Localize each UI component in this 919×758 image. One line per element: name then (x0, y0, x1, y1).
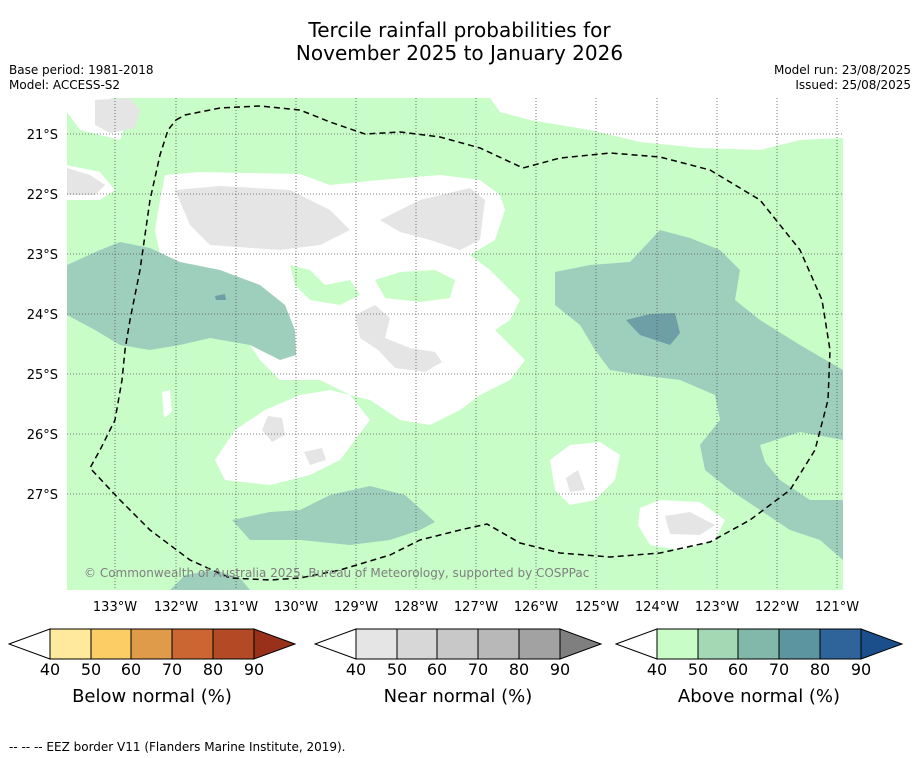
colorbar-tick: 90 (851, 660, 871, 679)
colorbar-tick: 50 (387, 660, 407, 679)
probability-map: 21°S 22°S 23°S 24°S 25°S 26°S 27°S 133°W… (0, 0, 919, 620)
colorbar-swatch (820, 629, 861, 659)
lon-label: 131°W (214, 600, 258, 615)
lon-label: 121°W (815, 600, 859, 615)
colorbar-swatch (172, 629, 213, 659)
colorbar-title-near: Near normal (%) (308, 686, 608, 707)
lon-label: 122°W (755, 600, 799, 615)
colorbar-swatch (131, 629, 172, 659)
lat-label: 21°S (27, 128, 58, 143)
colorbar-tick: 70 (468, 660, 488, 679)
colorbar-tick: 70 (162, 660, 182, 679)
lon-label: 129°W (334, 600, 378, 615)
colorbar-near-normal (314, 628, 604, 660)
latitude-labels: 21°S 22°S 23°S 24°S 25°S 26°S 27°S (27, 128, 58, 503)
colorbar-tick: 80 (509, 660, 529, 679)
colorbar-tick: 80 (810, 660, 830, 679)
eez-footnote: -- -- -- EEZ border V11 (Flanders Marine… (9, 740, 346, 754)
colorbar-tick: 90 (550, 660, 570, 679)
colorbar-below-normal (8, 628, 298, 660)
colorbar-title-above: Above normal (%) (609, 686, 909, 707)
colorbar-tick: 40 (647, 660, 667, 679)
colorbar-tick: 60 (427, 660, 447, 679)
colorbar-swatch (478, 629, 519, 659)
colorbar-tick: 80 (203, 660, 223, 679)
lat-label: 24°S (27, 308, 58, 323)
colorbar-swatch (779, 629, 820, 659)
lon-label: 126°W (514, 600, 558, 615)
lat-label: 25°S (27, 368, 58, 383)
colorbar-tick: 40 (346, 660, 366, 679)
colorbar-swatch (397, 629, 437, 659)
lon-label: 127°W (454, 600, 498, 615)
colorbar-swatch (356, 629, 397, 659)
lat-label: 27°S (27, 488, 58, 503)
colorbar-swatch (9, 629, 50, 659)
colorbar-tick: 60 (121, 660, 141, 679)
colorbar-swatch (91, 629, 131, 659)
lat-label: 23°S (27, 248, 58, 263)
lat-label: 22°S (27, 188, 58, 203)
longitude-labels: 133°W 132°W 131°W 130°W 129°W 128°W 127°… (93, 600, 859, 615)
colorbar-tick: 60 (728, 660, 748, 679)
colorbar-swatch (254, 629, 295, 659)
copyright-notice: © Commonwealth of Australia 2025, Bureau… (84, 566, 589, 580)
lon-label: 123°W (695, 600, 739, 615)
colorbar-swatch (738, 629, 779, 659)
lat-label: 26°S (27, 428, 58, 443)
lon-label: 124°W (635, 600, 679, 615)
colorbar-title-below: Below normal (%) (2, 686, 302, 707)
lon-label: 132°W (154, 600, 198, 615)
colorbar-swatch (519, 629, 560, 659)
colorbar-above-normal (615, 628, 905, 660)
colorbar-swatch (560, 629, 601, 659)
lon-label: 130°W (274, 600, 318, 615)
colorbar-swatch (315, 629, 356, 659)
colorbar-tick: 90 (244, 660, 264, 679)
colorbar-swatch (437, 629, 478, 659)
colorbar-swatch (616, 629, 657, 659)
colorbar-swatch (657, 629, 698, 659)
map-fill-layer (67, 98, 843, 590)
lon-label: 125°W (575, 600, 619, 615)
lon-label: 128°W (394, 600, 438, 615)
colorbar-tick: 50 (81, 660, 101, 679)
colorbar-tick: 50 (688, 660, 708, 679)
colorbar-swatch (861, 629, 902, 659)
lon-label: 133°W (93, 600, 137, 615)
colorbar-tick: 70 (769, 660, 789, 679)
colorbar-swatch (213, 629, 254, 659)
colorbar-tick: 40 (40, 660, 60, 679)
colorbar-swatch (698, 629, 738, 659)
colorbar-swatch (50, 629, 91, 659)
